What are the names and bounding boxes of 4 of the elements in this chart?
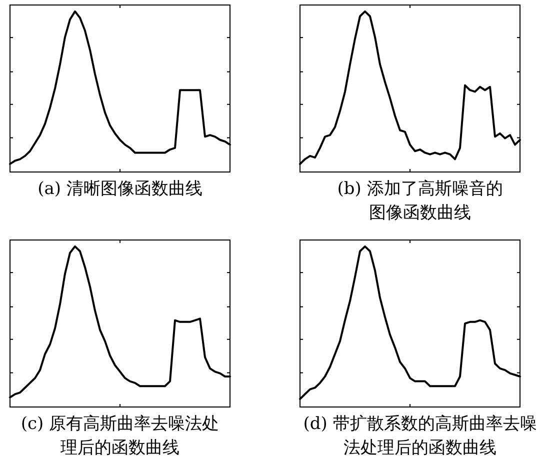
text: (b) 添加了高斯噪音的图像函数曲线 xyxy=(337,179,503,223)
text: (d) 带扩散系数的高斯曲率去噪法处理后的函数曲线 xyxy=(303,414,537,458)
text: (a) 清晰图像函数曲线 xyxy=(38,179,202,199)
text: (c) 原有高斯曲率去噪法处理后的函数曲线 xyxy=(20,414,220,458)
